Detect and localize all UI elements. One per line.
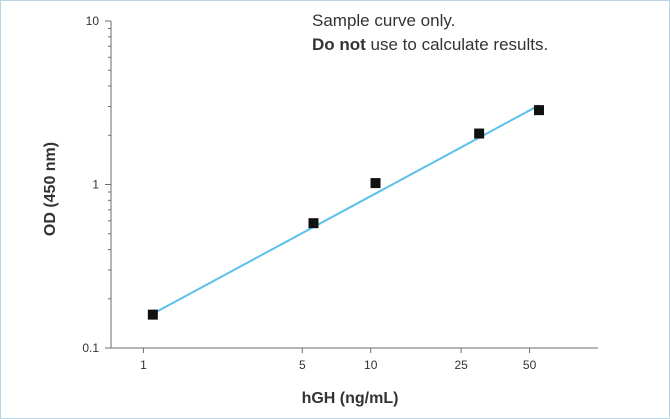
note-line-2: Do not use to calculate results. — [312, 33, 548, 57]
y-axis-title: OD (450 nm) — [42, 142, 59, 236]
fit-line-group — [152, 104, 540, 315]
y-tick-label: 1 — [92, 178, 99, 192]
x-tick-label: 25 — [454, 358, 468, 372]
x-tick-label: 1 — [140, 358, 147, 372]
y-tick-label: 10 — [86, 14, 100, 28]
y-tick-label: 0.1 — [82, 341, 99, 355]
data-point — [308, 218, 319, 229]
x-tick-label: 5 — [299, 358, 306, 372]
data-point — [147, 309, 158, 320]
data-point — [533, 105, 544, 116]
x-axis-title: hGH (ng/mL) — [302, 390, 399, 407]
note-line-1: Sample curve only. — [312, 11, 456, 30]
note-bold: Do not — [312, 35, 366, 54]
x-tick-label: 50 — [523, 358, 537, 372]
fit-line — [152, 104, 540, 315]
sample-curve-note: Sample curve only. Do not use to calcula… — [312, 9, 548, 57]
note-rest: use to calculate results. — [365, 35, 549, 54]
data-point — [370, 178, 381, 189]
data-points — [147, 105, 544, 320]
x-tick-label: 10 — [364, 358, 378, 372]
data-point — [474, 128, 485, 139]
axes: 0.1 1 10 1 5 10 25 50 — [82, 14, 598, 372]
